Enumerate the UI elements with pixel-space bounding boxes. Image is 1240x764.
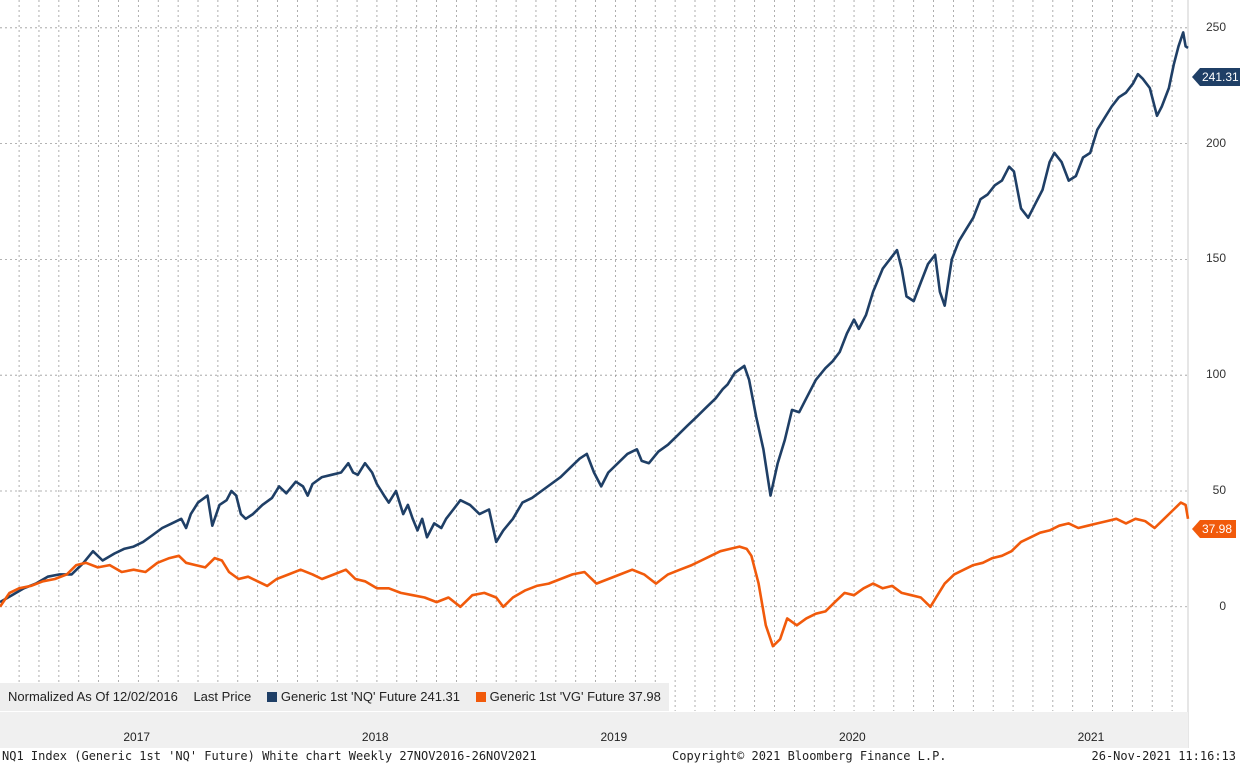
- y-tick-label: 100: [1205, 367, 1226, 382]
- footer-description: NQ1 Index (Generic 1st 'NQ' Future) Whit…: [2, 749, 537, 763]
- legend-vg-name: Generic 1st 'VG' Future: [489, 689, 625, 704]
- y-tick-label: 150: [1205, 251, 1226, 266]
- x-tick-label: 2020: [839, 730, 866, 744]
- y-tick-label: 0: [1219, 598, 1226, 613]
- footer-timestamp: 26-Nov-2021 11:16:13: [1091, 749, 1237, 763]
- legend-item-nq: Generic 1st 'NQ' Future 241.31: [266, 689, 464, 704]
- legend-normalized-label: Normalized As Of 12/02/2016: [8, 689, 178, 704]
- vg-last-price-tag: 37.98: [1192, 520, 1237, 538]
- y-tick-label: 200: [1205, 135, 1226, 150]
- x-tick-label: 2018: [361, 730, 389, 744]
- legend-nq-value: 241.31: [420, 689, 461, 704]
- x-tick-label: 2017: [123, 730, 151, 744]
- footer: NQ1 Index (Generic 1st 'NQ' Future) Whit…: [0, 749, 1240, 764]
- legend: Normalized As Of 12/02/2016 Last Price G…: [0, 683, 669, 711]
- y-tick-label: 250: [1205, 19, 1226, 34]
- legend-item-vg: Generic 1st 'VG' Future 37.98: [475, 689, 661, 704]
- y-tick-label: 50: [1212, 482, 1226, 497]
- footer-copyright: Copyright© 2021 Bloomberg Finance L.P.: [672, 749, 947, 763]
- x-axis-band: [0, 712, 1188, 748]
- legend-swatch-nq: [266, 692, 277, 702]
- series-line-nq: [0, 31, 1189, 604]
- legend-price-label: Last Price: [193, 689, 252, 704]
- legend-vg-value: 37.98: [628, 689, 661, 704]
- legend-swatch-vg: [475, 692, 486, 702]
- x-tick-label: 2021: [1077, 730, 1105, 744]
- x-tick-label: 2019: [600, 730, 628, 744]
- nq-last-price-tag: 241.31: [1192, 68, 1240, 86]
- legend-nq-name: Generic 1st 'NQ' Future: [280, 689, 417, 704]
- series-line-vg: [0, 501, 1190, 648]
